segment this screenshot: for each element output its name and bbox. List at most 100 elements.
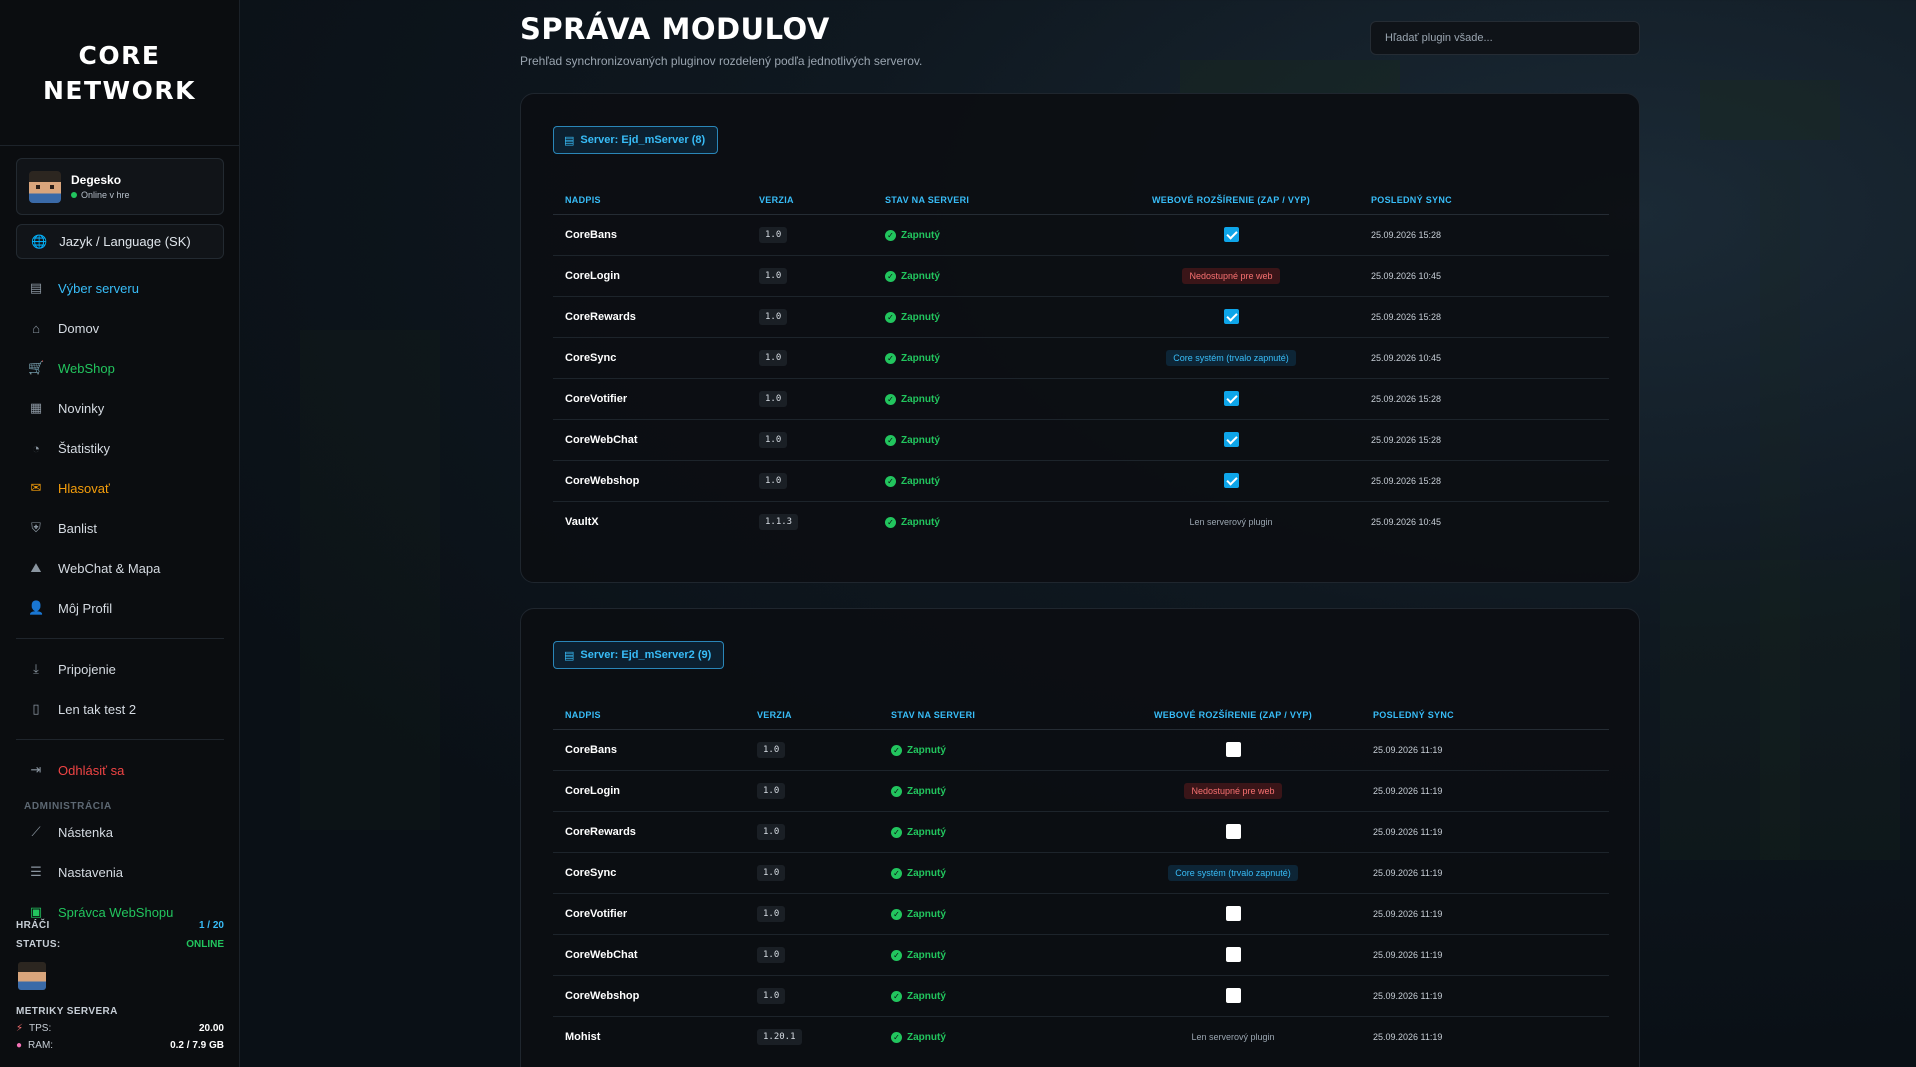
col-sync: POSLEDNÝ SYNC — [1361, 701, 1609, 730]
web-extension-cell — [1103, 460, 1359, 502]
nav-stats[interactable]: ◔ Štatistiky — [16, 428, 224, 468]
brand-line-2: NETWORK — [42, 75, 196, 105]
brand-logo[interactable]: CORE NETWORK — [0, 0, 239, 146]
core-system-badge: Core systém (trvalo zapnuté) — [1166, 349, 1296, 366]
nav-label: WebChat & Mapa — [58, 560, 161, 576]
last-sync: 25.09.2026 11:19 — [1361, 934, 1609, 976]
web-extension-checkbox[interactable] — [1223, 473, 1239, 488]
nav-dashboard[interactable]: ⟋ Nástenka — [16, 812, 224, 852]
table-row: CoreBans 1.0 ✓ Zapnutý 25.09.2026 11:19 — [553, 729, 1609, 771]
state-badge: ✓ Zapnutý — [891, 1031, 946, 1043]
version-badge: 1.0 — [759, 226, 788, 243]
page-subtitle: Prehľad synchronizovaných pluginov rozde… — [520, 54, 923, 68]
state-text: Zapnutý — [901, 229, 940, 241]
chart-pie-icon: ◔ — [32, 440, 40, 456]
col-web: WEBOVÉ ROZŠÍRENIE (ZAP / VYP) — [1105, 701, 1361, 730]
state-badge: ✓ Zapnutý — [885, 311, 940, 323]
nav-label: Štatistiky — [58, 440, 111, 456]
nav-connection[interactable]: ⤓ Pripojenie — [16, 649, 224, 689]
web-extension-cell: Nedostupné pre web — [1103, 255, 1359, 297]
last-sync: 25.09.2026 10:45 — [1359, 255, 1609, 297]
nav-banlist[interactable]: ⛨ Banlist — [16, 508, 224, 548]
plugin-name: VaultX — [565, 515, 599, 528]
web-extension-checkbox[interactable] — [1223, 432, 1239, 447]
server-only-text: Len serverový plugin — [1191, 1031, 1275, 1042]
last-sync: 25.09.2026 15:28 — [1359, 419, 1609, 461]
web-extension-checkbox[interactable] — [1223, 391, 1239, 406]
state-badge: ✓ Zapnutý — [885, 229, 940, 241]
state-badge: ✓ Zapnutý — [891, 867, 946, 879]
nav-settings[interactable]: ☰ Nastavenia — [16, 852, 224, 892]
nav-label: Domov — [58, 320, 100, 336]
state-cell: ✓ Zapnutý — [873, 214, 1103, 256]
player-avatar[interactable] — [18, 962, 46, 990]
check-circle-icon: ✓ — [891, 908, 902, 920]
last-sync: 25.09.2026 15:28 — [1359, 460, 1609, 502]
user-icon: 👤 — [28, 600, 45, 615]
table-row: VaultX 1.1.3 ✓ Zapnutý Len serverový plugin 2… — [553, 501, 1609, 542]
web-extension-cell: Len serverový plugin — [1105, 1016, 1361, 1057]
user-card[interactable]: Degesko Online v hre — [16, 158, 224, 215]
plugin-name: CoreRewards — [553, 811, 745, 853]
server-icon: ▤ — [29, 280, 43, 295]
nav-server-select[interactable]: ▤ Výber serveru — [16, 268, 224, 308]
nav-news[interactable]: ▦ Novinky — [16, 388, 224, 428]
last-sync: 25.09.2026 11:19 — [1361, 811, 1609, 853]
plugin-name: CoreSync — [553, 852, 745, 894]
web-extension-checkbox[interactable] — [1225, 742, 1241, 757]
unavailable-badge: Nedostupné pre web — [1182, 267, 1280, 284]
server-badge[interactable]: ▤ Server: Ejd_mServer (8) — [553, 126, 719, 154]
nav-webchat-map[interactable]: ⛰ WebChat & Mapa — [16, 548, 224, 588]
web-extension-cell — [1103, 419, 1359, 461]
nav-label: Výber serveru — [58, 280, 139, 296]
state-badge: ✓ Zapnutý — [891, 785, 946, 797]
web-extension-checkbox[interactable] — [1223, 227, 1239, 242]
state-text: Zapnutý — [907, 867, 946, 879]
web-extension-checkbox[interactable] — [1225, 906, 1241, 921]
table-row: CoreVotifier 1.0 ✓ Zapnutý 25.09.2026 11:19 — [553, 893, 1609, 935]
state-cell: ✓ Zapnutý — [879, 811, 1105, 853]
state-cell: ✓ Zapnutý — [873, 460, 1103, 502]
user-status-text: Online v hre — [81, 190, 130, 200]
web-extension-checkbox[interactable] — [1225, 824, 1241, 839]
globe-icon: 🌐 — [31, 233, 48, 249]
version-badge: 1.1.3 — [759, 513, 799, 530]
web-extension-checkbox[interactable] — [1225, 947, 1241, 962]
ram-value: 0.2 / 7.9 GB — [170, 1040, 224, 1051]
language-selector[interactable]: 🌐 Jazyk / Language (SK) — [16, 224, 224, 259]
logout-label: Odhlásiť sa — [58, 762, 125, 778]
state-badge: ✓ Zapnutý — [885, 434, 940, 446]
check-circle-icon: ✓ — [885, 311, 896, 323]
nav-label: Novinky — [58, 400, 105, 416]
status-label: STATUS: — [16, 939, 61, 950]
state-badge: ✓ Zapnutý — [885, 516, 940, 528]
page-title: SPRÁVA MODULOV — [520, 12, 830, 46]
nav-vote[interactable]: ✉ Hlasovať — [16, 468, 224, 508]
version-badge: 1.0 — [757, 741, 786, 758]
web-extension-checkbox[interactable] — [1225, 988, 1241, 1003]
state-text: Zapnutý — [901, 352, 940, 364]
state-text: Zapnutý — [907, 785, 946, 797]
table-row: CoreLogin 1.0 ✓ Zapnutý Nedostupné pre web 25… — [553, 255, 1609, 297]
last-sync: 25.09.2026 15:28 — [1359, 378, 1609, 420]
version-cell: 1.0 — [747, 296, 873, 338]
web-extension-checkbox[interactable] — [1223, 309, 1239, 324]
server-badge[interactable]: ▤ Server: Ejd_mServer2 (9) — [553, 641, 725, 669]
version-badge: 1.0 — [759, 390, 788, 407]
version-cell: 1.0 — [747, 214, 873, 256]
nav-webshop[interactable]: 🛒 WebShop — [16, 348, 224, 388]
version-cell: 1.0 — [747, 378, 873, 420]
nav-profile[interactable]: 👤 Môj Profil — [16, 588, 224, 628]
plugin-search-input[interactable] — [1370, 21, 1640, 55]
version-badge: 1.0 — [757, 782, 786, 799]
logout-button[interactable]: ⇥ Odhlásiť sa — [16, 750, 224, 790]
nav-webshop-admin[interactable]: ▣ Správca WebShopu — [16, 892, 224, 932]
plugin-table: NADPIS VERZIA STAV NA SERVERI WEBOVÉ ROZ… — [553, 701, 1609, 1057]
plugin-name: CoreWebChat — [553, 419, 747, 461]
logout-icon: ⇥ — [30, 762, 42, 777]
nav-test-page[interactable]: ▯ Len tak test 2 — [16, 689, 224, 729]
version-cell: 1.0 — [747, 419, 873, 461]
nav-home[interactable]: ⌂ Domov — [16, 308, 224, 348]
col-sync: POSLEDNÝ SYNC — [1359, 186, 1609, 215]
version-badge: 1.0 — [759, 267, 788, 284]
